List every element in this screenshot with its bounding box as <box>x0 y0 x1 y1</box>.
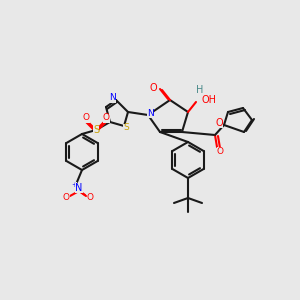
Text: O: O <box>149 83 157 93</box>
Text: O: O <box>215 118 223 128</box>
Text: S: S <box>123 124 129 133</box>
Text: N: N <box>110 94 116 103</box>
Text: S: S <box>93 125 99 135</box>
Text: OH: OH <box>202 95 217 105</box>
Text: N: N <box>75 183 83 193</box>
Text: H: H <box>196 85 204 95</box>
Text: O: O <box>62 194 70 202</box>
Text: O: O <box>86 194 94 202</box>
Text: N: N <box>147 109 153 118</box>
Text: O: O <box>82 113 89 122</box>
Text: O: O <box>217 146 224 155</box>
Text: +: + <box>71 182 77 188</box>
Text: O: O <box>103 113 110 122</box>
